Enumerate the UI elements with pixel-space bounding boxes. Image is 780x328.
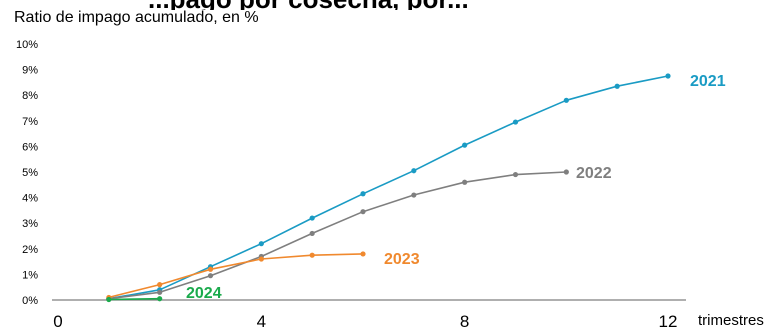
series-layer: 2021 2022 2023 2024 [106, 73, 726, 303]
x-tick-label: 0 [53, 312, 62, 328]
y-axis-ticks: 0% 1% 2% 3% 4% 5% 6% 7% 8% 9% 10% [16, 39, 38, 307]
y-tick-label: 0% [22, 295, 38, 307]
data-point-2022 [157, 289, 163, 295]
data-point-2021 [665, 73, 671, 79]
data-point-2022 [563, 169, 569, 175]
series-2024: 2024 [106, 285, 222, 303]
data-point-2023 [157, 282, 163, 288]
data-point-2022 [512, 171, 519, 178]
y-tick-label: 10% [16, 39, 38, 51]
data-point-2022 [360, 209, 366, 215]
data-point-2024 [106, 296, 112, 303]
series-line-2024 [108, 297, 160, 301]
data-point-2022 [309, 230, 315, 237]
data-point-2021 [309, 215, 315, 221]
chart-title: ...pago por cosecha, por... [148, 0, 469, 10]
series-line-2023 [108, 253, 364, 299]
data-point-2022 [411, 192, 417, 198]
y-tick-label: 3% [22, 218, 38, 230]
data-point-2021 [512, 119, 519, 125]
series-label-2024: 2024 [186, 285, 222, 302]
x-tick-label: 12 [659, 312, 678, 328]
series-label-2022: 2022 [576, 165, 612, 182]
data-point-2021 [258, 241, 264, 247]
data-point-2021 [462, 142, 468, 148]
y-tick-label: 2% [22, 244, 38, 256]
data-point-2021 [360, 191, 366, 197]
data-point-2021 [614, 83, 620, 89]
y-tick-label: 7% [22, 116, 38, 128]
y-tick-label: 1% [22, 269, 38, 281]
x-tick-label: 4 [257, 312, 266, 328]
y-tick-label: 8% [22, 90, 38, 102]
x-tick-label: 8 [460, 312, 469, 328]
series-line-2022 [108, 171, 567, 300]
x-axis-label: trimestres [698, 312, 764, 328]
title-clip: ...pago por cosecha, por... [0, 0, 780, 10]
data-point-2022 [207, 273, 214, 279]
data-point-2024 [157, 296, 163, 302]
series-line-2021 [108, 75, 669, 300]
series-2022: 2022 [106, 165, 612, 302]
y-tick-label: 9% [22, 65, 38, 77]
data-point-2023 [207, 266, 214, 272]
data-point-2023 [309, 252, 315, 258]
data-point-2023 [360, 251, 366, 257]
chart-subtitle: Ratio de impago acumulado, en % [14, 9, 259, 26]
y-tick-label: 4% [22, 193, 38, 205]
x-axis-ticks: 0 4 8 12 trimestres [53, 312, 764, 328]
data-point-2022 [462, 179, 468, 185]
series-2023: 2023 [106, 251, 420, 301]
series-label-2023: 2023 [384, 251, 420, 268]
data-point-2021 [563, 97, 569, 103]
data-point-2023 [258, 256, 264, 262]
series-label-2021: 2021 [690, 73, 726, 90]
data-point-2021 [411, 168, 417, 174]
y-tick-label: 6% [22, 141, 38, 153]
y-tick-label: 5% [22, 167, 38, 179]
series-2021: 2021 [106, 73, 726, 302]
